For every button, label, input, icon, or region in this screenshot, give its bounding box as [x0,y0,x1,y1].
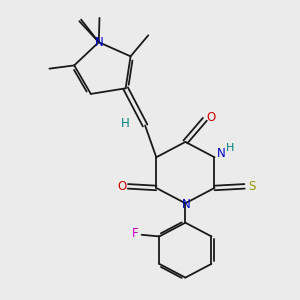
Text: S: S [248,180,255,193]
Text: H: H [121,117,130,130]
Text: N: N [182,198,190,211]
Text: N: N [217,147,225,160]
Text: O: O [207,111,216,124]
Text: H: H [226,142,234,153]
Text: O: O [117,180,126,193]
Text: N: N [94,36,103,49]
Text: F: F [132,227,139,240]
